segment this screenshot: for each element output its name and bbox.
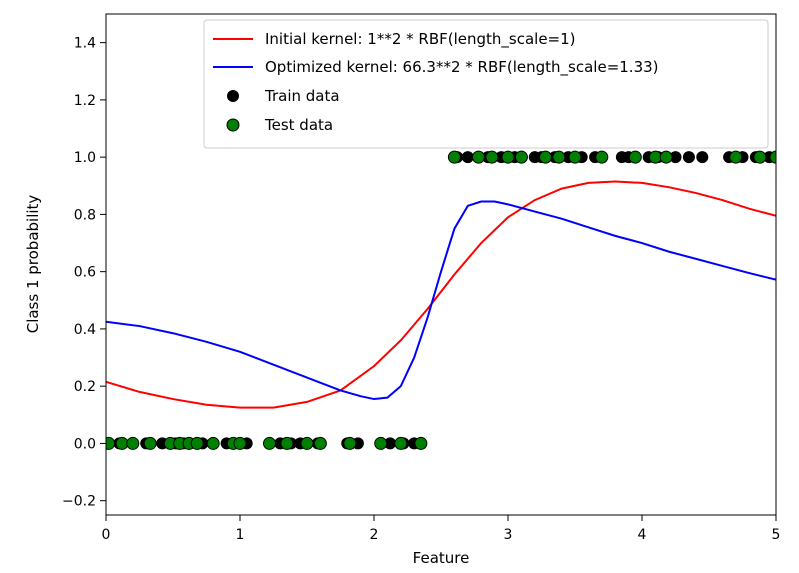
y-tick-label: 0.8: [74, 207, 96, 223]
test-data-point: [595, 150, 609, 164]
train-data-point: [461, 151, 474, 164]
test-data-point: [514, 150, 528, 164]
test-data-point: [206, 436, 220, 450]
y-tick-label: 1.2: [74, 93, 96, 109]
legend-train-data-label: Train data: [264, 87, 340, 105]
x-tick-label: 3: [504, 527, 513, 543]
train-data-point: [696, 151, 709, 164]
series-line-0: [106, 180, 776, 409]
x-tick-label: 5: [772, 527, 781, 543]
test-data-point: [394, 436, 408, 450]
legend-optimized-kernel-label: Optimized kernel: 66.3**2 * RBF(length_s…: [265, 58, 659, 77]
y-tick-label: −0.2: [62, 494, 96, 510]
test-data-point: [126, 436, 140, 450]
test-data-point: [769, 150, 776, 164]
series-layer: [106, 150, 776, 450]
test-data-point: [262, 436, 276, 450]
test-data-point: [568, 150, 582, 164]
x-tick-label: 2: [370, 527, 379, 543]
test-data-point: [648, 150, 662, 164]
test-data-point: [659, 150, 673, 164]
plot-area-frame: [105, 13, 777, 516]
legend-test-data-marker-icon: [226, 118, 240, 132]
test-data-point: [374, 436, 388, 450]
test-data-point: [190, 436, 204, 450]
test-data-point: [552, 150, 566, 164]
test-data-point: [729, 150, 743, 164]
y-tick-label: 1.4: [74, 36, 96, 52]
legend-train-data-marker-icon: [227, 90, 239, 102]
train-data-point: [669, 151, 682, 164]
train-data-point: [682, 151, 695, 164]
legend-test-data-label: Test data: [264, 116, 333, 134]
legend-box: [203, 19, 769, 149]
legend-initial-kernel-label: Initial kernel: 1**2 * RBF(length_scale=…: [265, 30, 576, 49]
test-data-point: [343, 436, 357, 450]
test-data-point: [233, 436, 247, 450]
test-data-point: [143, 436, 157, 450]
y-tick-label: 0.4: [74, 322, 96, 338]
y-axis: −0.2 0.0 0.2 0.4 0.6 0.8 1.0 1.2 1.4: [62, 36, 106, 510]
legend: Initial kernel: 1**2 * RBF(length_scale=…: [203, 19, 769, 149]
x-axis: 0 1 2 3 4 5: [102, 515, 781, 543]
y-tick-label: 1.0: [74, 150, 96, 166]
test-data-point: [313, 436, 327, 450]
test-data-point: [115, 436, 129, 450]
y-tick-label: 0.2: [74, 379, 96, 395]
x-tick-label: 0: [102, 527, 111, 543]
x-axis-label: Feature: [413, 549, 470, 567]
train-data-point: [384, 437, 397, 450]
test-data-point: [106, 436, 116, 450]
y-axis-label: Class 1 probability: [24, 195, 42, 334]
y-tick-label: 0.6: [74, 265, 96, 281]
test-data-point: [628, 150, 642, 164]
test-data-point: [300, 436, 314, 450]
y-tick-label: 0.0: [74, 436, 96, 452]
x-tick-label: 4: [638, 527, 647, 543]
test-data-point: [447, 150, 461, 164]
test-data-point: [280, 436, 294, 450]
test-data-point: [414, 436, 428, 450]
test-data-point: [485, 150, 499, 164]
series-line-1: [106, 200, 776, 401]
x-tick-label: 1: [236, 527, 245, 543]
test-data-point: [501, 150, 515, 164]
test-data-point: [753, 150, 767, 164]
test-data-point: [539, 150, 553, 164]
test-data-point: [472, 150, 486, 164]
